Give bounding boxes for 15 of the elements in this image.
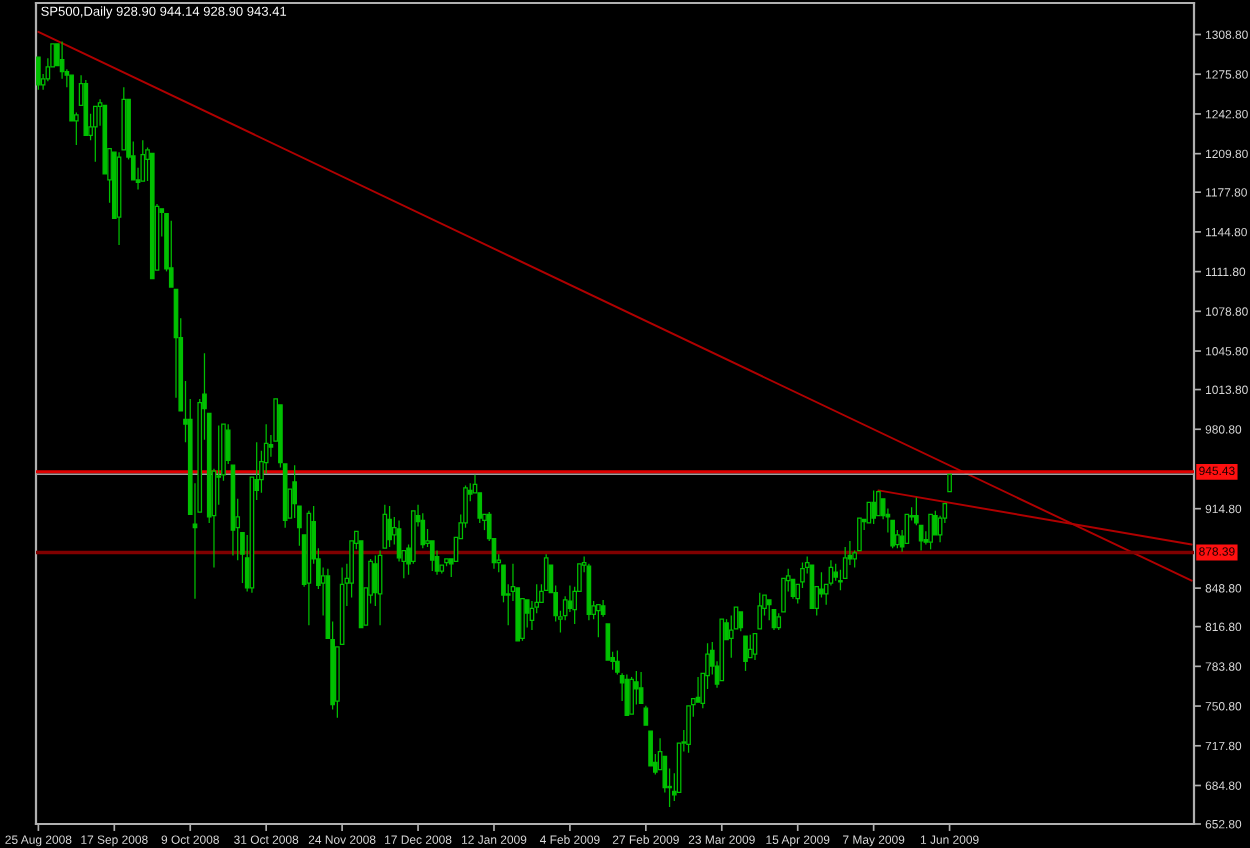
candlestick: [781, 577, 786, 613]
candlestick: [728, 614, 734, 659]
candlestick: [387, 505, 392, 548]
candlestick: [871, 489, 876, 525]
candlestick: [719, 618, 725, 682]
candlestick: [168, 220, 174, 288]
candlestick: [876, 490, 881, 517]
candlestick: [914, 496, 919, 526]
candlestick: [596, 604, 601, 638]
candlestick: [92, 105, 98, 163]
candlestick: [149, 152, 155, 280]
candlestick: [857, 517, 862, 552]
candlestick: [102, 104, 108, 175]
candlestick: [947, 473, 952, 493]
candlestick: [648, 730, 653, 767]
